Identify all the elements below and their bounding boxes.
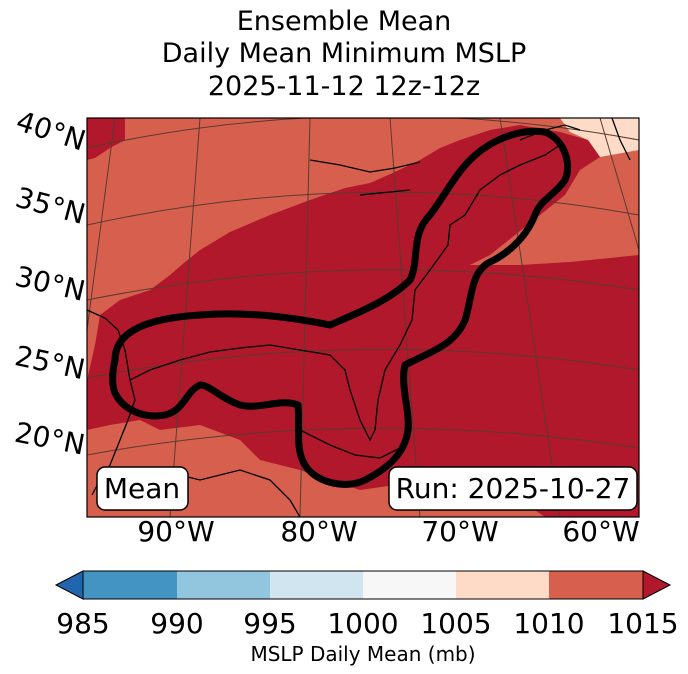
gridline-50w	[599, 118, 639, 251]
coast-canada	[519, 124, 581, 141]
gridline-40n	[87, 118, 639, 149]
colorbar-tick-995: 995	[243, 607, 296, 640]
run-box: Run: 2025-10-27	[388, 466, 638, 511]
colorbar-extend-high	[642, 570, 672, 600]
colorbar-segment-990-995	[177, 571, 270, 599]
colorbar-segment-1005-1010	[456, 571, 549, 599]
gridline-35n	[87, 191, 639, 226]
colorbar-segment-1000-1005	[363, 571, 456, 599]
lat-label-20n: 20°N	[12, 416, 88, 462]
lat-label-40n: 40°N	[12, 104, 89, 157]
pressure-field-above-1015-main	[87, 125, 639, 517]
mean-box: Mean	[96, 466, 189, 511]
colorbar-tick-1015: 1015	[607, 607, 678, 640]
colorbar-extend-low	[54, 570, 84, 600]
colorbar: 985 990 995 1000 1005 1010 1015 MSLP Dai…	[54, 570, 679, 666]
mean-box-label: Mean	[104, 472, 180, 505]
gridline-70w	[389, 118, 421, 517]
colorbar-tick-1010: 1010	[513, 607, 584, 640]
colorbar-tick-1000: 1000	[327, 607, 398, 640]
pressure-contour	[109, 127, 572, 488]
gridline-60w	[499, 118, 561, 517]
colorbar-tick-990: 990	[150, 607, 203, 640]
map-frame	[86, 117, 640, 518]
colorbar-tick-1005: 1005	[420, 607, 491, 640]
title-line-1: Ensemble Mean	[236, 6, 452, 37]
lat-label-35n: 35°N	[12, 181, 89, 231]
lon-label-80w: 80°W	[280, 515, 357, 548]
lon-label-90w: 90°W	[137, 515, 214, 548]
lon-label-70w: 70°W	[421, 515, 498, 548]
colorbar-segment-995-1000	[270, 571, 363, 599]
gridline-30n	[87, 269, 639, 301]
pressure-field-1005-1010	[560, 118, 639, 157]
lat-label-25n: 25°N	[12, 339, 88, 386]
title-line-3: 2025-11-12 12z-12z	[207, 71, 481, 102]
lat-label-30n: 30°N	[12, 260, 88, 308]
title-line-2: Daily Mean Minimum MSLP	[161, 38, 527, 69]
coast-newfoundland	[611, 118, 631, 161]
gridline-20n	[87, 427, 639, 456]
map-area: Mean Run: 2025-10-27	[87, 118, 639, 517]
coast-us	[129, 144, 561, 442]
lon-label-60w: 60°W	[562, 515, 639, 548]
pressure-field-above-1015	[87, 118, 125, 160]
coast-cuba	[299, 429, 401, 459]
coast-great-lakes-1	[309, 159, 421, 173]
coast-great-lakes-2	[359, 189, 411, 196]
gridline-100w	[87, 118, 116, 331]
run-box-label: Run: 2025-10-27	[396, 472, 631, 505]
colorbar-label: MSLP Daily Mean (mb)	[250, 642, 475, 666]
coast-central-america	[159, 469, 301, 517]
colorbar-tick-985: 985	[56, 607, 109, 640]
colorbar-segment-1010-1015	[549, 571, 643, 599]
colorbar-segment-985-990	[83, 571, 177, 599]
colorbar-frame	[82, 570, 644, 600]
